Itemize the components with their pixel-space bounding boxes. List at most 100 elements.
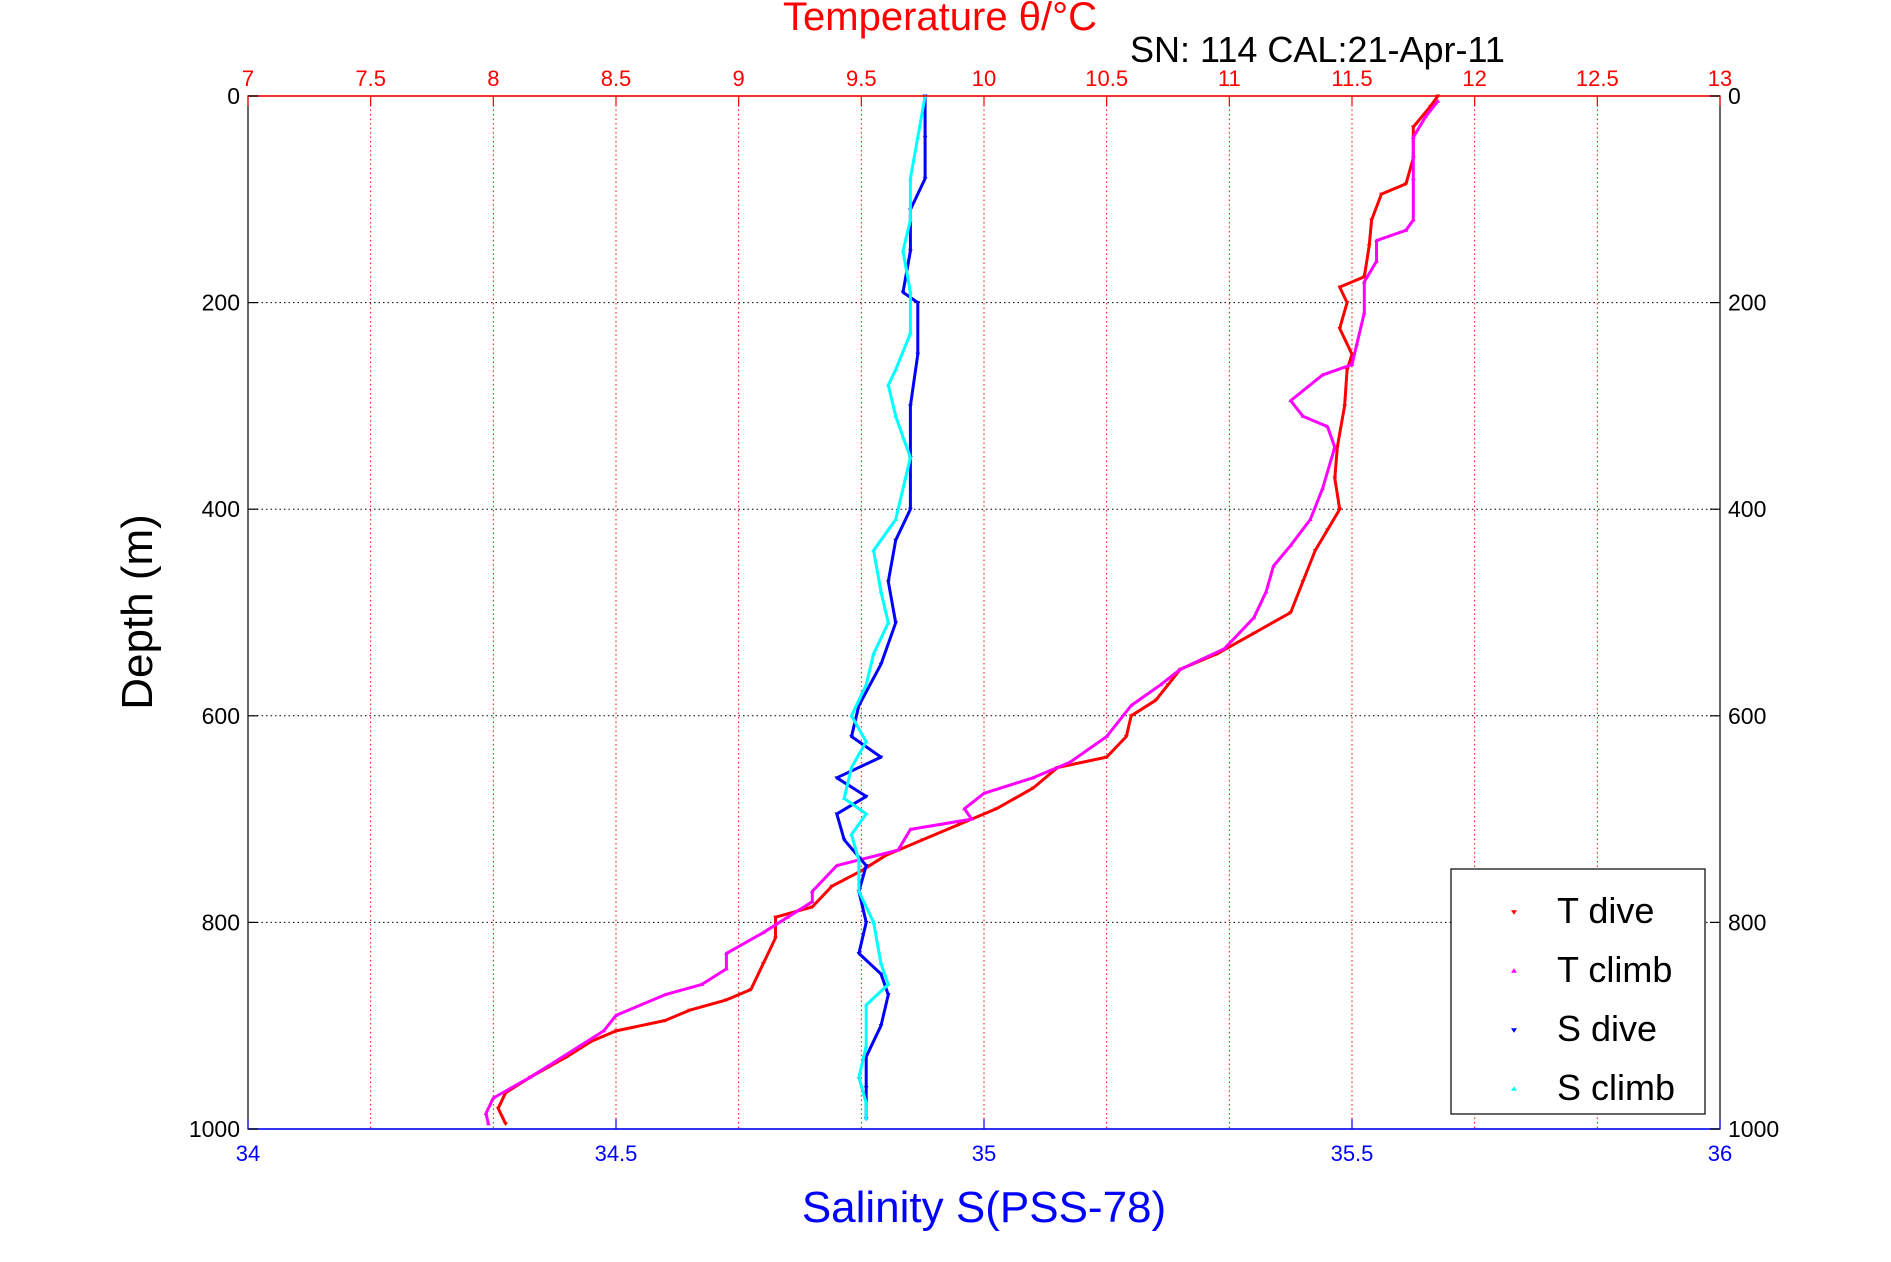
data-point: [920, 838, 926, 842]
data-point: [863, 1086, 869, 1090]
data-point: [856, 951, 862, 956]
series-t-dive: [495, 94, 1441, 1126]
series-s-climb: [841, 93, 928, 1121]
data-point: [1354, 341, 1360, 346]
y-axis-label: Depth (m): [113, 514, 162, 710]
data-point: [863, 794, 869, 799]
data-point: [961, 806, 967, 811]
data-point: [1374, 259, 1379, 263]
bottom-tick-label: 36: [1708, 1141, 1732, 1166]
bottom-tick-label: 35: [972, 1141, 996, 1166]
data-point: [503, 1122, 508, 1126]
chart-subtitle: SN: 114 CAL:21-Apr-11: [1130, 29, 1505, 70]
data-point: [1361, 275, 1367, 279]
data-point: [841, 796, 847, 800]
data-point: [724, 966, 729, 971]
legend-marker: [1511, 1028, 1517, 1033]
data-point: [760, 962, 766, 966]
data-point: [773, 936, 778, 941]
data-point: [981, 791, 987, 795]
data-point: [893, 367, 899, 372]
data-point: [885, 993, 891, 997]
top-tick-label: 7.5: [355, 66, 386, 91]
data-point: [834, 812, 840, 817]
data-point: [863, 739, 869, 744]
y-tick-label-right: 0: [1728, 83, 1741, 109]
top-tick-label: 9: [733, 66, 745, 91]
data-point: [760, 930, 766, 935]
data-point: [1337, 507, 1343, 512]
data-point: [1428, 104, 1433, 109]
data-point: [863, 1002, 869, 1007]
data-point: [908, 217, 913, 222]
data-point: [1369, 218, 1375, 223]
data-point: [785, 915, 791, 919]
data-point: [1300, 580, 1306, 584]
top-tick-label: 13: [1708, 66, 1732, 91]
data-point: [601, 1028, 607, 1033]
data-point: [1342, 404, 1348, 409]
data-point: [1379, 192, 1384, 197]
top-tick-label: 11: [1218, 66, 1241, 91]
data-point: [1361, 279, 1367, 284]
data-point: [893, 517, 899, 521]
data-point: [773, 915, 778, 920]
data-point: [834, 776, 840, 780]
legend-markers: [1511, 910, 1517, 1091]
data-point: [871, 651, 876, 656]
data-point: [1366, 244, 1372, 248]
series-t-climb: [483, 99, 1441, 1126]
y-tick-label-left: 0: [227, 83, 240, 109]
data-point: [1288, 398, 1294, 403]
data-point: [1325, 424, 1330, 428]
data-point: [1435, 99, 1441, 103]
top-tick-label: 10.5: [1085, 66, 1128, 91]
data-point: [908, 404, 913, 409]
data-point: [863, 1044, 869, 1048]
data-point: [871, 548, 876, 552]
data-point: [687, 1008, 692, 1013]
data-point: [1128, 714, 1134, 718]
series-line: [842, 95, 927, 1119]
data-point: [1067, 760, 1073, 764]
data-point: [878, 755, 884, 760]
data-point: [662, 992, 668, 997]
y-tick-label-right: 800: [1728, 909, 1766, 935]
series-layer: [483, 93, 1441, 1126]
data-point: [908, 507, 913, 512]
data-point: [724, 951, 729, 955]
legend-label-t-dive: T dive: [1557, 890, 1654, 931]
data-point: [1320, 372, 1325, 377]
data-point: [1123, 735, 1129, 739]
data-point: [878, 972, 884, 977]
legend: T dive T climb S dive S climb: [1450, 868, 1706, 1115]
data-point: [895, 847, 901, 852]
top-tick-label: 8.5: [601, 66, 632, 91]
data-point: [1104, 755, 1110, 760]
data-point: [1251, 631, 1257, 636]
y-tick-label-left: 400: [202, 496, 240, 522]
data-point: [1410, 125, 1416, 130]
data-point: [922, 177, 928, 181]
top-tick-label: 7: [242, 66, 254, 91]
data-point: [863, 682, 869, 687]
data-point: [1374, 238, 1379, 243]
data-point: [863, 811, 869, 816]
data-point: [1403, 182, 1409, 186]
data-point: [1337, 285, 1343, 290]
data-point: [908, 290, 913, 294]
y-tick-label-right: 200: [1728, 290, 1766, 316]
data-point: [724, 998, 729, 1003]
data-point: [878, 961, 884, 966]
data-point: [878, 589, 884, 594]
bottom-tick-label: 34: [236, 1141, 260, 1166]
data-point: [1153, 698, 1159, 703]
data-point: [1271, 563, 1276, 568]
data-point: [809, 889, 815, 893]
data-point: [1263, 589, 1269, 594]
legend-marker: [1511, 910, 1517, 915]
x-axis-label: Salinity S(PSS-78): [802, 1183, 1166, 1232]
data-point: [834, 863, 840, 868]
data-point: [893, 538, 899, 543]
data-point: [829, 884, 835, 889]
